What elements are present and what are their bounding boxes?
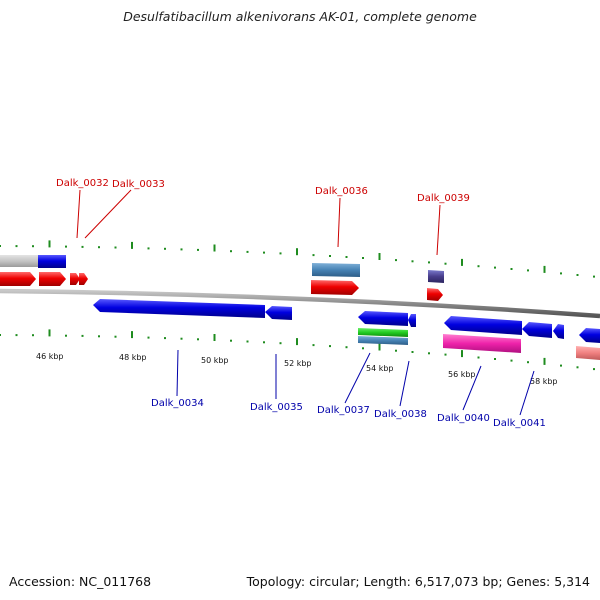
scale-label-54: 54 kbp bbox=[366, 364, 394, 373]
feature-red-dalk-0039[interactable] bbox=[427, 288, 443, 301]
gene-label-dalk-0041[interactable]: Dalk_0041 bbox=[493, 418, 546, 429]
gene-label-dalk-0034[interactable]: Dalk_0034 bbox=[151, 398, 204, 409]
scale-label-50: 50 kbp bbox=[201, 356, 229, 365]
scale-label-56: 56 kbp bbox=[448, 370, 476, 379]
reverse-feature-track bbox=[93, 299, 600, 360]
tick-row-bottom bbox=[0, 329, 595, 371]
leader-dalk-0041 bbox=[519, 370, 535, 416]
feature-red-2[interactable] bbox=[39, 272, 66, 286]
feature-red-dalk-0036[interactable] bbox=[311, 280, 359, 295]
leader-dalk-0038 bbox=[399, 360, 410, 407]
gene-labels-forward: Dalk_0032 Dalk_0033 Dalk_0036 Dalk_0039 bbox=[56, 178, 470, 204]
feature-pink-dalk-0040[interactable] bbox=[443, 334, 521, 353]
feature-blue-dalk-0038b[interactable] bbox=[408, 314, 416, 327]
feature-steel-dalk-0037[interactable] bbox=[358, 336, 408, 345]
gene-label-dalk-0033[interactable]: Dalk_0033 bbox=[112, 179, 165, 190]
feature-blue-dalk-0041a[interactable] bbox=[522, 322, 552, 338]
scale-label-46: 46 kbp bbox=[36, 352, 64, 361]
map-title: Desulfatibacillum alkenivorans AK-01, co… bbox=[123, 9, 477, 24]
scale-label-58: 58 kbp bbox=[530, 377, 558, 386]
genome-backbone bbox=[0, 288, 600, 319]
feature-red-4[interactable] bbox=[79, 273, 88, 285]
feature-blue-dalk-0035[interactable] bbox=[265, 306, 292, 320]
feature-blue-dalk-0041b[interactable] bbox=[553, 324, 564, 339]
feature-slate-dalk-0039[interactable] bbox=[428, 270, 444, 283]
feature-green-dalk-0037[interactable] bbox=[358, 328, 408, 337]
feature-salmon-right-edge[interactable] bbox=[576, 346, 600, 360]
leader-dalk-0034 bbox=[176, 349, 179, 397]
feature-blue-dalk-0038a[interactable] bbox=[358, 311, 408, 326]
gene-label-dalk-0037[interactable]: Dalk_0037 bbox=[317, 405, 370, 416]
gene-label-dalk-0040[interactable]: Dalk_0040 bbox=[437, 413, 490, 424]
leader-dalk-0040 bbox=[462, 365, 482, 411]
feature-red-3[interactable] bbox=[70, 273, 80, 285]
scale-label-52: 52 kbp bbox=[284, 359, 312, 368]
scale-label-48: 48 kbp bbox=[119, 353, 147, 362]
feature-gray[interactable] bbox=[0, 255, 38, 267]
accession-text: Accession: NC_011768 bbox=[9, 574, 152, 589]
feature-blue-dalk-0032[interactable] bbox=[38, 255, 66, 268]
gene-label-dalk-0036[interactable]: Dalk_0036 bbox=[315, 186, 368, 197]
feature-steel-dalk-0036[interactable] bbox=[312, 263, 360, 277]
leader-dalk-0033 bbox=[84, 189, 132, 239]
feature-red-1[interactable] bbox=[0, 272, 36, 286]
forward-feature-track bbox=[0, 255, 444, 301]
feature-blue-dalk-0034[interactable] bbox=[93, 299, 265, 318]
gene-label-dalk-0038[interactable]: Dalk_0038 bbox=[374, 409, 427, 420]
gene-labels-reverse: Dalk_0034 Dalk_0035 Dalk_0037 Dalk_0038 … bbox=[151, 398, 546, 429]
leader-dalk-0032 bbox=[76, 189, 81, 239]
label-leader-lines bbox=[76, 189, 535, 416]
leader-dalk-0037 bbox=[344, 352, 371, 404]
gene-label-dalk-0035[interactable]: Dalk_0035 bbox=[250, 402, 303, 413]
gene-label-dalk-0039[interactable]: Dalk_0039 bbox=[417, 193, 470, 204]
gene-label-dalk-0032[interactable]: Dalk_0032 bbox=[56, 178, 109, 189]
feature-blue-right-edge[interactable] bbox=[579, 328, 600, 343]
leader-dalk-0039 bbox=[436, 204, 441, 256]
feature-blue-dalk-0040[interactable] bbox=[444, 316, 522, 335]
tick-row-top bbox=[0, 240, 595, 278]
leader-dalk-0036 bbox=[337, 197, 341, 248]
scale-labels: 46 kbp 48 kbp 50 kbp 52 kbp 54 kbp 56 kb… bbox=[36, 352, 558, 386]
genome-summary-text: Topology: circular; Length: 6,517,073 bp… bbox=[246, 574, 590, 589]
